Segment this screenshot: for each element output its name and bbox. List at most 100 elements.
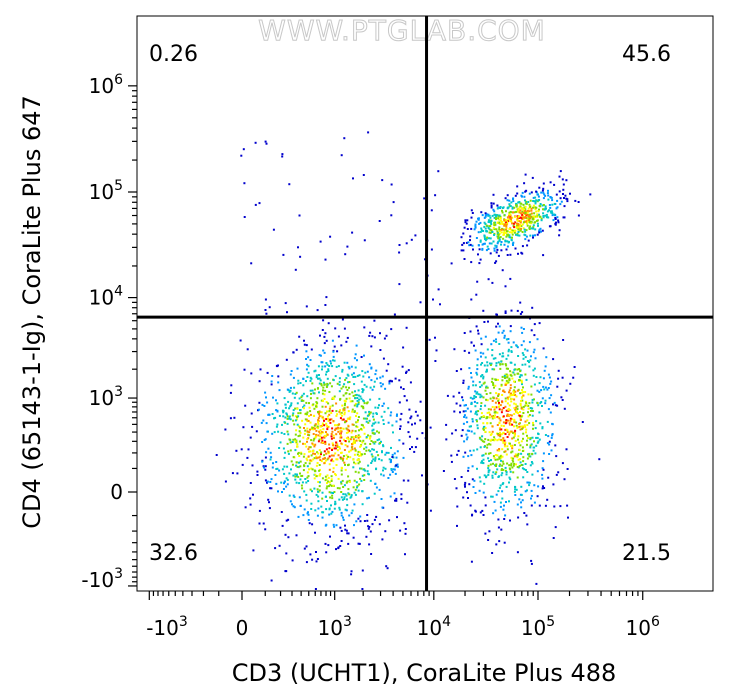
event-dot <box>462 455 465 458</box>
event-dot <box>539 205 542 208</box>
event-dot <box>277 490 279 493</box>
event-dot <box>421 474 423 477</box>
event-dot <box>328 391 331 393</box>
event-dot <box>292 474 295 477</box>
event-dot <box>363 326 366 329</box>
event-dot <box>480 416 483 419</box>
event-dot <box>544 504 547 507</box>
event-dot <box>240 448 243 451</box>
event-dot <box>492 208 495 211</box>
event-dot <box>357 517 360 520</box>
y-tick-label: 104 <box>89 284 123 310</box>
event-dot <box>539 376 542 379</box>
event-dot <box>378 523 381 526</box>
event-dot <box>391 424 394 427</box>
event-dot <box>338 506 341 509</box>
event-dot <box>285 485 288 488</box>
event-dot <box>308 446 311 449</box>
event-dot <box>287 536 290 539</box>
event-dot <box>493 221 496 224</box>
event-dot <box>340 411 343 414</box>
event-dot <box>309 397 312 400</box>
event-dot <box>479 396 482 399</box>
event-dot <box>304 442 307 445</box>
event-dot <box>382 466 385 469</box>
event-dot <box>514 453 517 456</box>
event-dot <box>519 223 522 226</box>
event-dot <box>456 505 459 508</box>
event-dot <box>482 428 485 431</box>
event-dot <box>500 433 503 436</box>
event-dot <box>467 466 470 469</box>
event-dot <box>468 244 471 247</box>
event-dot <box>325 495 327 498</box>
event-dot <box>513 455 516 458</box>
event-dot <box>331 458 333 461</box>
event-dot <box>324 442 327 445</box>
event-dot <box>325 551 328 554</box>
event-dot <box>516 412 519 414</box>
event-dot <box>284 533 287 536</box>
event-dot <box>507 234 510 237</box>
event-dot <box>540 217 543 220</box>
event-dot <box>357 419 359 422</box>
event-dot <box>398 244 401 246</box>
event-dot <box>315 464 318 467</box>
event-dot <box>500 469 503 472</box>
event-dot <box>370 379 373 382</box>
event-dot <box>388 519 391 522</box>
y-tick-label: 106 <box>89 72 123 98</box>
x-tick-label: 106 <box>626 614 660 640</box>
event-dot <box>506 448 509 451</box>
event-dot <box>347 475 350 478</box>
event-dot <box>487 539 490 541</box>
event-dot <box>555 473 558 476</box>
event-dot <box>492 396 495 399</box>
event-dot <box>288 438 291 441</box>
event-dot <box>556 206 559 209</box>
event-dot <box>329 483 332 486</box>
event-dot <box>284 451 287 454</box>
event-dot <box>230 384 233 387</box>
event-dot <box>346 498 348 501</box>
event-dot <box>512 241 515 244</box>
event-dot <box>345 377 348 380</box>
event-dot <box>497 237 500 240</box>
event-dot <box>351 445 354 448</box>
event-dot <box>490 432 493 435</box>
event-dot <box>517 201 520 204</box>
event-dot <box>508 464 511 467</box>
event-dot <box>542 215 545 217</box>
event-dot <box>532 421 534 424</box>
event-dot <box>519 312 522 315</box>
event-dot <box>528 365 531 368</box>
event-dot <box>315 551 317 553</box>
event-dot <box>501 408 504 411</box>
event-dot <box>509 419 512 422</box>
event-dot <box>531 306 534 309</box>
event-dot <box>280 511 283 513</box>
event-dot <box>357 401 360 404</box>
event-dot <box>275 468 278 470</box>
event-dot <box>330 418 333 421</box>
event-dot <box>505 409 508 412</box>
event-dot <box>530 355 532 358</box>
event-dot <box>532 226 535 229</box>
event-dot <box>490 202 493 205</box>
event-dot <box>461 429 464 432</box>
event-dot <box>497 361 500 364</box>
event-dot <box>508 433 511 436</box>
event-dot <box>470 372 472 374</box>
event-dot <box>486 446 489 449</box>
event-dot <box>356 453 359 456</box>
event-dot <box>498 218 501 221</box>
event-dot <box>349 449 352 452</box>
event-dot <box>501 209 503 212</box>
event-dot <box>315 435 317 438</box>
event-dot <box>489 221 492 224</box>
event-dot <box>528 214 531 217</box>
event-dot <box>396 516 398 519</box>
event-dot <box>381 451 383 454</box>
event-dot <box>324 440 327 443</box>
event-dot <box>486 416 489 419</box>
